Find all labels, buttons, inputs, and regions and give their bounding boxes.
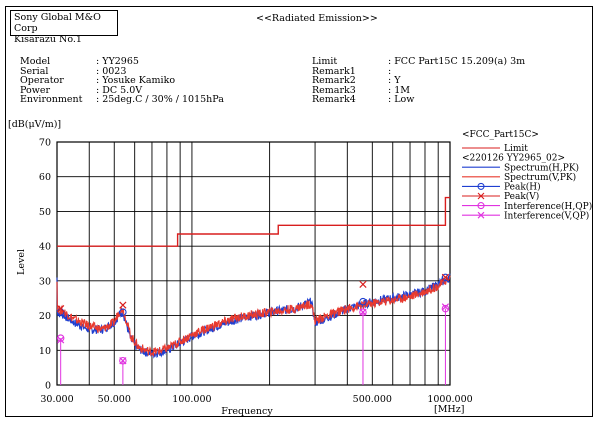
peak-v-marker <box>359 280 367 288</box>
info-label: Power <box>20 84 51 96</box>
qp-v-marker <box>119 357 127 365</box>
y-tick-label: 20 <box>39 311 51 322</box>
plot-area <box>56 141 451 386</box>
x-tick-label: 500.000 <box>353 394 392 405</box>
peak-v-marker <box>57 305 65 313</box>
legend-entry-label: Peak(V) <box>504 191 539 202</box>
info-value: : YY2965 <box>96 56 139 67</box>
info-value: : Y <box>388 75 401 87</box>
qp-v-marker <box>441 303 450 311</box>
info-label: Remark3 <box>312 84 356 96</box>
y-tick-label: 10 <box>39 346 51 357</box>
info-value: : 1M <box>388 84 410 96</box>
peak-v-marker <box>441 273 450 282</box>
y-unit-label: [dB(μV/m)] <box>8 119 61 130</box>
x-tick-label: 50.000 <box>98 394 131 405</box>
legend-entry-label: Spectrum(V,PK) <box>504 172 576 183</box>
info-label: Serial <box>20 65 49 77</box>
qp-h-marker <box>56 334 65 342</box>
company-box: Sony Global M&O Corp Kisarazu No.1 <box>10 10 118 45</box>
legend-entry-label: Interference(V,QP) <box>504 210 589 221</box>
x-axis-label: Frequency <box>221 406 273 417</box>
legend-marker <box>477 211 485 219</box>
spectrum-series <box>56 273 451 359</box>
x-tick-label: 30.000 <box>40 394 73 405</box>
legend-marker <box>477 192 485 200</box>
info-value: : <box>388 65 392 77</box>
y-tick-label: 30 <box>39 276 51 287</box>
x-tick-label: 1000.000 <box>427 394 472 405</box>
info-value: : Yosuke Kamiko <box>96 75 176 87</box>
qp-v-marker <box>359 308 367 316</box>
info-value: : 0023 <box>96 65 127 77</box>
legend-entry-label: Spectrum(H,PK) <box>504 162 579 173</box>
qp-h-marker <box>359 308 367 316</box>
info-value: : FCC Part15C 15.209(a) 3m <box>388 56 526 67</box>
limit-line <box>57 196 450 247</box>
y-tick-label: 0 <box>45 381 51 392</box>
legend-marker <box>477 182 485 190</box>
info-label: Remark1 <box>312 65 356 77</box>
peak-h-marker <box>359 297 367 306</box>
peak-h-marker <box>441 273 450 282</box>
info-label: Environment <box>20 94 83 106</box>
info-left: Model : YY2965 Serial : 0023 Operator : Yos… <box>20 57 224 105</box>
legend-entry-label: Limit <box>504 144 528 154</box>
y-tick-label: 70 <box>39 138 51 149</box>
info-value: : DC 5.0V <box>96 84 143 96</box>
x-unit-label: [MHz] <box>434 404 464 415</box>
site-name: Kisarazu No.1 <box>14 34 82 45</box>
legend-entry-label: Peak(H) <box>504 182 541 193</box>
y-tick-label: 50 <box>39 207 51 218</box>
info-value: : Low <box>388 94 415 106</box>
info-value: : 25deg.C / 30% / 1015hPa <box>96 94 224 106</box>
info-label: Limit <box>312 56 338 67</box>
info-label: Model <box>20 56 51 67</box>
y-axis-label: Level <box>16 249 27 275</box>
qp-h-marker <box>119 356 127 365</box>
legend-marker <box>477 202 485 210</box>
peak-v-marker <box>119 301 127 309</box>
y-tick-label: 60 <box>39 172 51 183</box>
legend-entry-label: Interference(H,QP) <box>504 201 592 212</box>
qp-v-marker <box>57 336 65 344</box>
peak-h-marker <box>119 308 127 316</box>
report-frame: Sony Global M&O Corp Kisarazu No.1 <<Rad… <box>5 6 593 417</box>
info-label: Remark4 <box>312 94 356 106</box>
y-tick-label: 40 <box>39 242 51 253</box>
info-label: Operator <box>20 75 64 87</box>
x-tick-label: 100.000 <box>172 394 211 405</box>
spectrum-series <box>56 275 451 357</box>
legend-group-label: <FCC_Part15C> <box>462 130 539 140</box>
info-label: Remark2 <box>312 75 356 87</box>
company-name: Sony Global M&O Corp <box>14 12 101 34</box>
legend-group-label: <220126 YY2965_02> <box>462 154 565 164</box>
info-right: Limit : FCC Part15C 15.209(a) 3m Remark1:… <box>312 57 525 105</box>
report-title: <<Radiated Emission>> <box>256 13 378 24</box>
qp-h-marker <box>441 304 450 313</box>
